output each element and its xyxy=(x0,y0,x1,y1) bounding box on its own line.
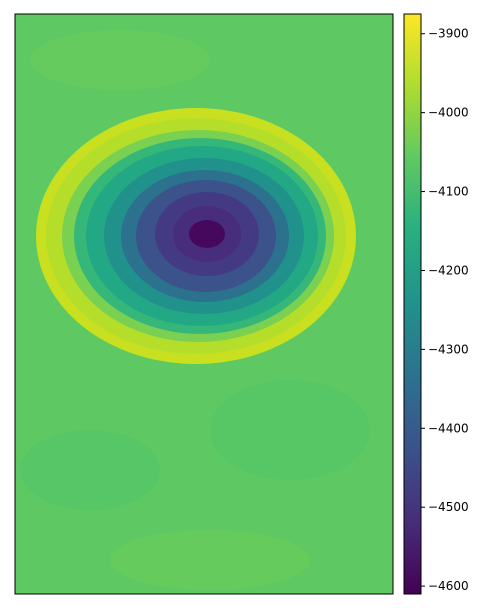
heatmap-patch xyxy=(110,530,310,590)
heatmap-patch xyxy=(210,380,370,480)
colorbar-tick-label: −4300 xyxy=(428,342,469,356)
heatmap-patch xyxy=(30,30,210,90)
colorbar-frame xyxy=(403,13,422,595)
colorbar-tick-label: −4100 xyxy=(428,185,469,199)
crater-floor xyxy=(189,220,225,248)
colorbar-ticks: −3900 −4000 −4100 −4200 −4300 −4400 −450… xyxy=(421,27,469,593)
heatmap-plot-area xyxy=(15,14,393,594)
colorbar-tick-label: −4200 xyxy=(428,263,469,277)
colorbar-tick-label: −3900 xyxy=(428,27,469,41)
plot-frame xyxy=(14,13,394,595)
heatmap-patch xyxy=(20,430,160,510)
colorbar-tick-label: −4000 xyxy=(428,106,469,120)
colorbar xyxy=(404,14,421,594)
colorbar-tick-label: −4500 xyxy=(428,500,469,514)
colorbar-tick-label: −4400 xyxy=(428,421,469,435)
colorbar-tick-label: −4600 xyxy=(428,579,469,593)
